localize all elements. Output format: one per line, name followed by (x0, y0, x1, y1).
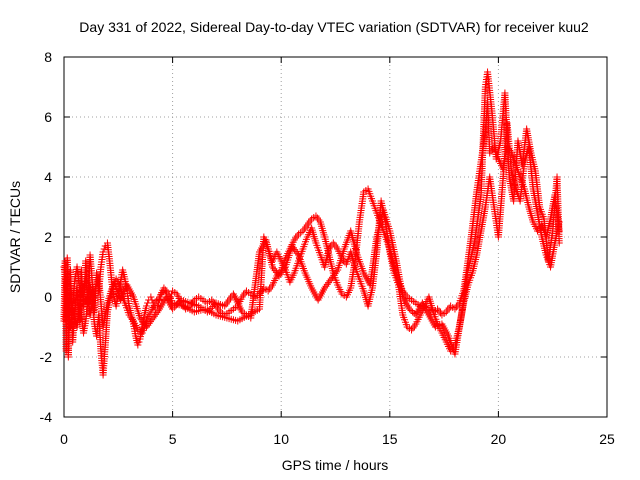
data-point-marker (409, 308, 417, 316)
data-point-marker (325, 279, 333, 287)
data-point-marker (135, 338, 143, 346)
data-point-marker (152, 310, 160, 318)
data-point-marker (143, 323, 151, 331)
data-point-marker (143, 302, 151, 310)
data-point-marker (555, 239, 563, 247)
data-point-marker (148, 296, 156, 304)
x-tick-label: 20 (491, 431, 507, 447)
data-point-marker (149, 314, 157, 322)
data-point-marker (271, 267, 279, 275)
series-track-c (64, 68, 563, 358)
y-tick-label: -2 (40, 349, 53, 365)
data-point-marker (293, 249, 301, 257)
x-tick-label: 5 (169, 431, 177, 447)
data-point-marker (136, 314, 144, 322)
x-axis-label: GPS time / hours (282, 457, 389, 473)
data-point-marker (145, 319, 153, 327)
y-tick-label: -4 (40, 409, 53, 425)
x-tick-label: 25 (599, 431, 615, 447)
data-point-marker (289, 244, 297, 252)
data-point-marker (278, 268, 286, 276)
data-point-marker (169, 305, 177, 313)
data-point-marker (288, 242, 296, 250)
data-point-marker (139, 318, 147, 326)
data-point-marker (147, 293, 155, 301)
data-point-marker (321, 284, 329, 292)
data-point-marker (146, 318, 154, 326)
data-point-marker (100, 245, 108, 253)
chart-title: Day 331 of 2022, Sidereal Day-to-day VTE… (79, 19, 589, 35)
data-point-marker (331, 270, 339, 278)
data-point-marker (203, 308, 211, 316)
data-point-marker (210, 301, 218, 309)
data-point-marker (144, 321, 152, 329)
data-point-marker (209, 303, 217, 311)
data-point-marker (170, 303, 178, 311)
data-point-marker (280, 265, 288, 273)
data-point-marker (137, 316, 145, 324)
data-point-marker (328, 273, 336, 281)
data-points (60, 68, 563, 379)
data-point-marker (174, 300, 182, 308)
data-point-marker (405, 305, 413, 313)
data-point-marker (205, 306, 213, 314)
data-point-marker (327, 275, 335, 283)
data-point-marker (269, 263, 277, 271)
y-tick-label: 0 (44, 289, 52, 305)
data-point-marker (154, 307, 162, 315)
y-tick-label: 6 (44, 109, 52, 125)
data-point-marker (270, 265, 278, 273)
y-axis-label: SDTVAR / TECUs (7, 181, 23, 293)
y-tick-labels: -4 -2 0 2 4 6 8 (40, 49, 53, 425)
data-point-marker (292, 247, 300, 255)
data-point-marker (330, 271, 338, 279)
x-tick-label: 0 (60, 431, 68, 447)
y-tick-label: 8 (44, 49, 52, 65)
data-point-marker (332, 268, 340, 276)
data-point-marker (276, 270, 284, 278)
data-point-marker (172, 301, 180, 309)
data-point-marker (153, 309, 161, 317)
data-point-marker (150, 312, 158, 320)
data-point-marker (326, 277, 334, 285)
data-point-marker (207, 304, 215, 312)
x-tick-label: 10 (273, 431, 289, 447)
x-tick-label: 15 (382, 431, 398, 447)
data-point-marker (279, 267, 287, 275)
y-tick-label: 2 (44, 229, 52, 245)
data-point-marker (322, 282, 330, 290)
x-tick-labels: 0 5 10 15 20 25 (60, 431, 615, 447)
y-tick-label: 4 (44, 169, 52, 185)
data-point-marker (275, 272, 283, 280)
data-point-marker (407, 307, 415, 314)
data-point-marker (176, 298, 184, 306)
data-point-marker (291, 246, 299, 254)
tick-layer (63, 56, 608, 418)
data-point-marker (134, 341, 142, 349)
data-point-marker (323, 280, 331, 288)
data-point-marker (148, 316, 156, 324)
